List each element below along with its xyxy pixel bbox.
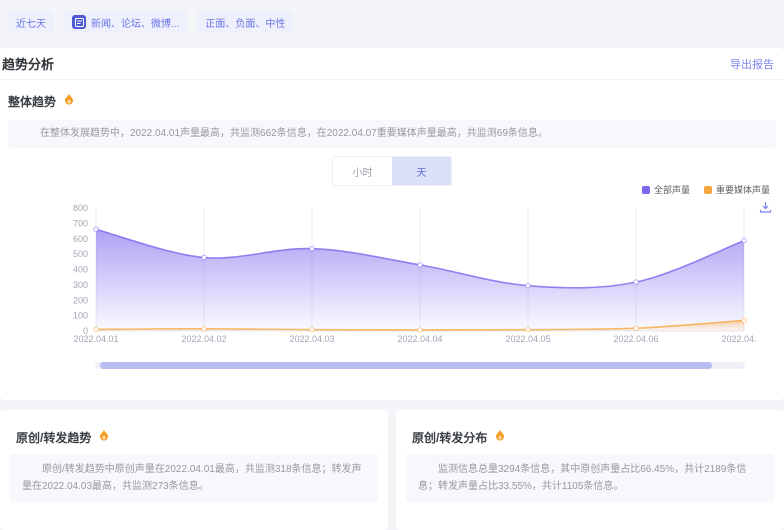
origin-trend-title: 原创/转发趋势 xyxy=(16,431,92,445)
svg-text:700: 700 xyxy=(73,218,88,228)
legend-label-total: 全部声量 xyxy=(653,185,690,195)
datazoom-slider[interactable] xyxy=(95,362,745,369)
overall-summary-text: 在整体发展趋势中，2022.04.01声量最高，共监测662条信息，在2022.… xyxy=(8,120,776,148)
toggle-day-button[interactable]: 天 xyxy=(392,157,451,185)
series-0 xyxy=(93,226,747,331)
toggle-hour-button[interactable]: 小时 xyxy=(333,157,392,185)
download-chart-icon[interactable] xyxy=(759,201,772,214)
origin-distribution-title-row: 原创/转发分布 xyxy=(412,428,507,447)
svg-text:2022.04.03: 2022.04.03 xyxy=(289,334,334,344)
svg-text:2022.04.01: 2022.04.01 xyxy=(73,334,118,344)
filter-tag-media-label: 新闻、论坛、微博... xyxy=(91,18,180,30)
origin-distribution-title: 原创/转发分布 xyxy=(412,431,488,445)
flame-icon xyxy=(97,428,111,447)
datazoom-bar[interactable] xyxy=(100,362,712,369)
svg-text:800: 800 xyxy=(73,203,88,213)
media-type-badge-icon xyxy=(72,15,86,29)
svg-text:600: 600 xyxy=(73,234,88,244)
legend-swatch-purple xyxy=(641,185,650,194)
trend-analysis-card: 趋势分析 导出报告 整体趋势 在整体发展趋势中，2022.04.01声量最高，共… xyxy=(0,48,784,400)
granularity-toggle: 小时 天 xyxy=(332,156,452,186)
filter-tag-media-types[interactable]: 新闻、论坛、微博... xyxy=(64,11,188,33)
filter-tag-sentiment[interactable]: 正面、负面、中性 xyxy=(197,11,294,33)
filter-tag-sentiment-label: 正面、负面、中性 xyxy=(205,18,286,30)
card-header: 趋势分析 导出报告 xyxy=(0,48,784,80)
trend-chart[interactable]: 0 100 200 300 400 500 600 700 800 2022.04.01 2022.… xyxy=(42,203,767,345)
svg-text:2022.04.05: 2022.04.05 xyxy=(505,334,550,344)
svg-text:2022.04.07: 2022.04.07 xyxy=(721,334,756,344)
svg-text:500: 500 xyxy=(73,249,88,259)
series-1 xyxy=(93,317,747,333)
filter-tag-date-range[interactable]: 近七天 xyxy=(8,11,54,33)
origin-repost-trend-card: 原创/转发趋势 原创/转发趋势中原创声量在2022.04.01最高，共监测318… xyxy=(0,410,388,530)
overall-trend-title: 整体趋势 xyxy=(8,95,57,109)
svg-text:2022.04.02: 2022.04.02 xyxy=(181,334,226,344)
bottom-cards-row: 原创/转发趋势 原创/转发趋势中原创声量在2022.04.01最高，共监测318… xyxy=(0,410,784,530)
legend-item-total-volume[interactable]: 全部声量 xyxy=(641,183,690,196)
legend-label-media: 重要媒体声量 xyxy=(715,185,770,195)
svg-text:2022.04.06: 2022.04.06 xyxy=(613,334,658,344)
filter-tag-date-label: 近七天 xyxy=(16,18,46,30)
flame-icon xyxy=(493,428,507,447)
chart-legend: 全部声量 重要媒体声量 xyxy=(641,183,770,196)
svg-text:2022.04.04: 2022.04.04 xyxy=(397,334,442,344)
origin-trend-summary: 原创/转发趋势中原创声量在2022.04.01最高，共监测318条信息；转发声量… xyxy=(10,454,378,502)
svg-text:300: 300 xyxy=(73,280,88,290)
flame-icon xyxy=(62,92,76,111)
chart-axis-labels: 0 100 200 300 400 500 600 700 800 2022.04.01 2022.… xyxy=(73,203,767,344)
legend-swatch-orange xyxy=(703,185,712,194)
origin-repost-distribution-card: 原创/转发分布 监测信息总量3294条信息，其中原创声量占比66.45%，共计2… xyxy=(396,410,784,530)
legend-item-media-volume[interactable]: 重要媒体声量 xyxy=(703,183,770,196)
filter-bar: 近七天 新闻、论坛、微博... 正面、负面、中性 xyxy=(8,11,294,33)
origin-trend-title-row: 原创/转发趋势 xyxy=(16,428,111,447)
svg-text:400: 400 xyxy=(73,265,88,275)
page-title: 趋势分析 xyxy=(2,57,55,72)
export-report-link[interactable]: 导出报告 xyxy=(730,58,774,71)
svg-text:0: 0 xyxy=(83,326,88,336)
svg-text:100: 100 xyxy=(73,311,88,321)
overall-trend-section-row: 整体趋势 xyxy=(8,92,76,111)
trend-chart-svg: 0 100 200 300 400 500 600 700 800 2022.04.01 2022.… xyxy=(73,203,767,344)
origin-distribution-summary: 监测信息总量3294条信息，其中原创声量占比66.45%，共计2189条信息；转… xyxy=(406,454,774,502)
svg-text:200: 200 xyxy=(73,295,88,305)
